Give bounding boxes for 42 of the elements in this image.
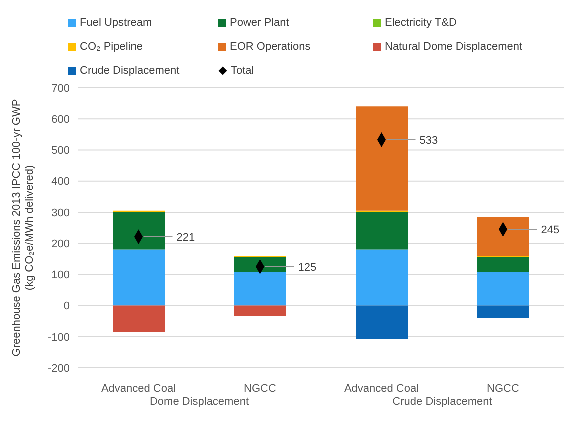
bar (356, 250, 408, 306)
legend-label: Electricity T&D (385, 17, 457, 30)
legend-label: Natural Dome Displacement (385, 40, 523, 53)
y-tick-label: 600 (52, 114, 70, 126)
bar (234, 306, 286, 316)
bar (234, 272, 286, 306)
legend-label: EOR Operations (230, 40, 311, 53)
y-tick-label: 0 (64, 300, 70, 313)
bar (356, 306, 408, 340)
data-label: 125 (298, 262, 317, 274)
bar (356, 106, 408, 211)
y-tick-label: -100 (48, 332, 70, 344)
bar (113, 306, 165, 332)
text: Dome Displacement (148, 396, 250, 408)
legend-label: CO₂ Pipeline (80, 40, 143, 53)
y-tick-label: 500 (52, 145, 70, 158)
bar (478, 258, 530, 272)
bar (356, 212, 408, 250)
data-label: 533 (420, 134, 438, 147)
bar (113, 212, 165, 250)
text: Crude Displacement (392, 396, 494, 408)
data-label: 221 (176, 232, 196, 244)
x-tick-label: Advanced Coal (344, 382, 420, 395)
bar (113, 250, 165, 306)
y-tick-label: 100 (52, 270, 70, 282)
bar (478, 272, 530, 306)
x-tick-label: Advanced Coal (101, 382, 176, 395)
y-tick-label: 400 (52, 176, 70, 188)
y-tick-label: 700 (52, 82, 70, 95)
bar (478, 306, 530, 318)
y-tick-label: 300 (52, 207, 70, 220)
data-label: 245 (541, 224, 560, 237)
y-axis-title: Greenhouse Gas Emissions 2013 IPCC 100-yr GWP (kg CO₂e/MWh delivered) (11, 99, 36, 357)
x-tick-label: NGCC (244, 382, 276, 395)
x-tick-label: NGCC (487, 382, 520, 395)
legend-label: Power Plant (230, 17, 290, 30)
y-tick-label: -200 (48, 362, 70, 375)
legend-label: Total (231, 64, 254, 77)
bar (478, 217, 530, 256)
legend-label: Crude Displacement (80, 64, 180, 77)
legend-label: Fuel Upstream (80, 17, 152, 30)
y-tick-label: 200 (52, 238, 70, 250)
